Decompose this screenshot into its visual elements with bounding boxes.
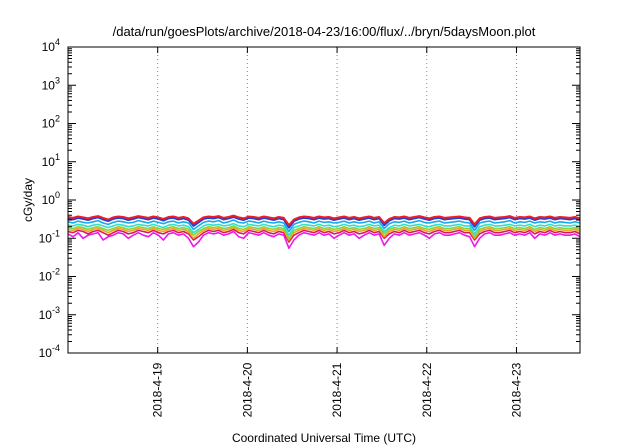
series-layer [67, 214, 581, 249]
y-tick-base: 10 [39, 231, 53, 245]
y-tick-exponent: -3 [52, 305, 60, 315]
series-line [67, 216, 581, 229]
x-tick-label: 2018-4-20 [240, 362, 254, 417]
grid [157, 47, 517, 353]
x-axis-label: Coordinated Universal Time (UTC) [232, 431, 416, 445]
y-tick-base: 10 [42, 155, 56, 169]
y-tick-exponent: 3 [55, 75, 60, 85]
y-tick-exponent: -2 [52, 267, 60, 277]
x-tick-label: 2018-4-19 [151, 362, 165, 417]
y-tick-label: 10-1 [39, 228, 60, 245]
y-tick-exponent: 0 [55, 190, 60, 200]
y-tick-label: 100 [42, 190, 60, 207]
y-axis-label: cGy/day [21, 178, 35, 222]
y-tick-exponent: 4 [55, 37, 60, 47]
series-line [67, 222, 581, 236]
y-tick-base: 10 [42, 117, 56, 131]
y-tick-label: 101 [42, 152, 60, 169]
series-line [67, 214, 581, 227]
series-line [67, 219, 581, 233]
chart-title: /data/run/goesPlots/archive/2018-04-23/1… [113, 24, 536, 39]
y-tick-label: 10-4 [39, 343, 60, 360]
y-tick-base: 10 [42, 193, 56, 207]
y-tick-label: 10-2 [39, 267, 60, 284]
y-tick-label: 104 [42, 37, 60, 54]
y-tick-base: 10 [39, 308, 53, 322]
x-tick-label: 2018-4-21 [330, 362, 344, 417]
series-line [67, 225, 581, 240]
y-tick-label: 102 [42, 114, 60, 131]
series-line [67, 228, 581, 243]
y-tick-base: 10 [39, 270, 53, 284]
y-tick-label: 103 [42, 75, 60, 92]
series-line [67, 226, 581, 241]
y-tick-label: 10-3 [39, 305, 60, 322]
series-line [67, 230, 581, 249]
y-tick-exponent: -1 [52, 228, 60, 238]
y-tick-exponent: 1 [55, 152, 60, 162]
x-tick-label: 2018-4-22 [420, 362, 434, 417]
y-tick-base: 10 [39, 346, 53, 360]
y-tick-exponent: -4 [52, 343, 60, 353]
y-tick-base: 10 [42, 78, 56, 92]
plot-frame [67, 46, 581, 354]
x-axis: 2018-4-19 2018-4-20 2018-4-21 2018-4-22 2018… [151, 47, 523, 417]
x-tick-label: 2018-4-23 [509, 362, 523, 417]
y-tick-base: 10 [42, 40, 56, 54]
y-tick-exponent: 2 [55, 114, 60, 124]
